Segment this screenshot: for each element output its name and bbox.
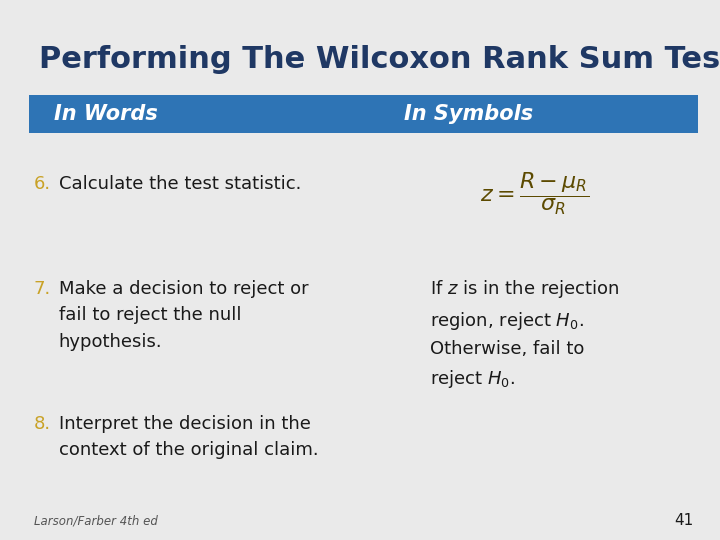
Text: Larson/Farber 4th ed: Larson/Farber 4th ed bbox=[34, 515, 158, 528]
Text: In Words: In Words bbox=[54, 104, 158, 124]
Text: If $z$ is in the rejection
region, reject $H_0$.
Otherwise, fail to
reject $H_0$: If $z$ is in the rejection region, rejec… bbox=[430, 278, 619, 389]
Text: Make a decision to reject or
fail to reject the null
hypothesis.: Make a decision to reject or fail to rej… bbox=[59, 280, 308, 351]
FancyBboxPatch shape bbox=[29, 95, 698, 133]
Text: 6.: 6. bbox=[34, 175, 51, 193]
Text: Performing The Wilcoxon Rank Sum Test: Performing The Wilcoxon Rank Sum Test bbox=[39, 45, 720, 74]
Text: In Symbols: In Symbols bbox=[405, 104, 534, 124]
Text: Interpret the decision in the
context of the original claim.: Interpret the decision in the context of… bbox=[59, 415, 318, 460]
Text: 7.: 7. bbox=[34, 280, 51, 298]
Text: 8.: 8. bbox=[34, 415, 51, 433]
Text: $z = \dfrac{R - \mu_R}{\sigma_R}$: $z = \dfrac{R - \mu_R}{\sigma_R}$ bbox=[480, 170, 590, 217]
Text: Calculate the test statistic.: Calculate the test statistic. bbox=[59, 175, 301, 193]
Text: 41: 41 bbox=[674, 513, 693, 528]
